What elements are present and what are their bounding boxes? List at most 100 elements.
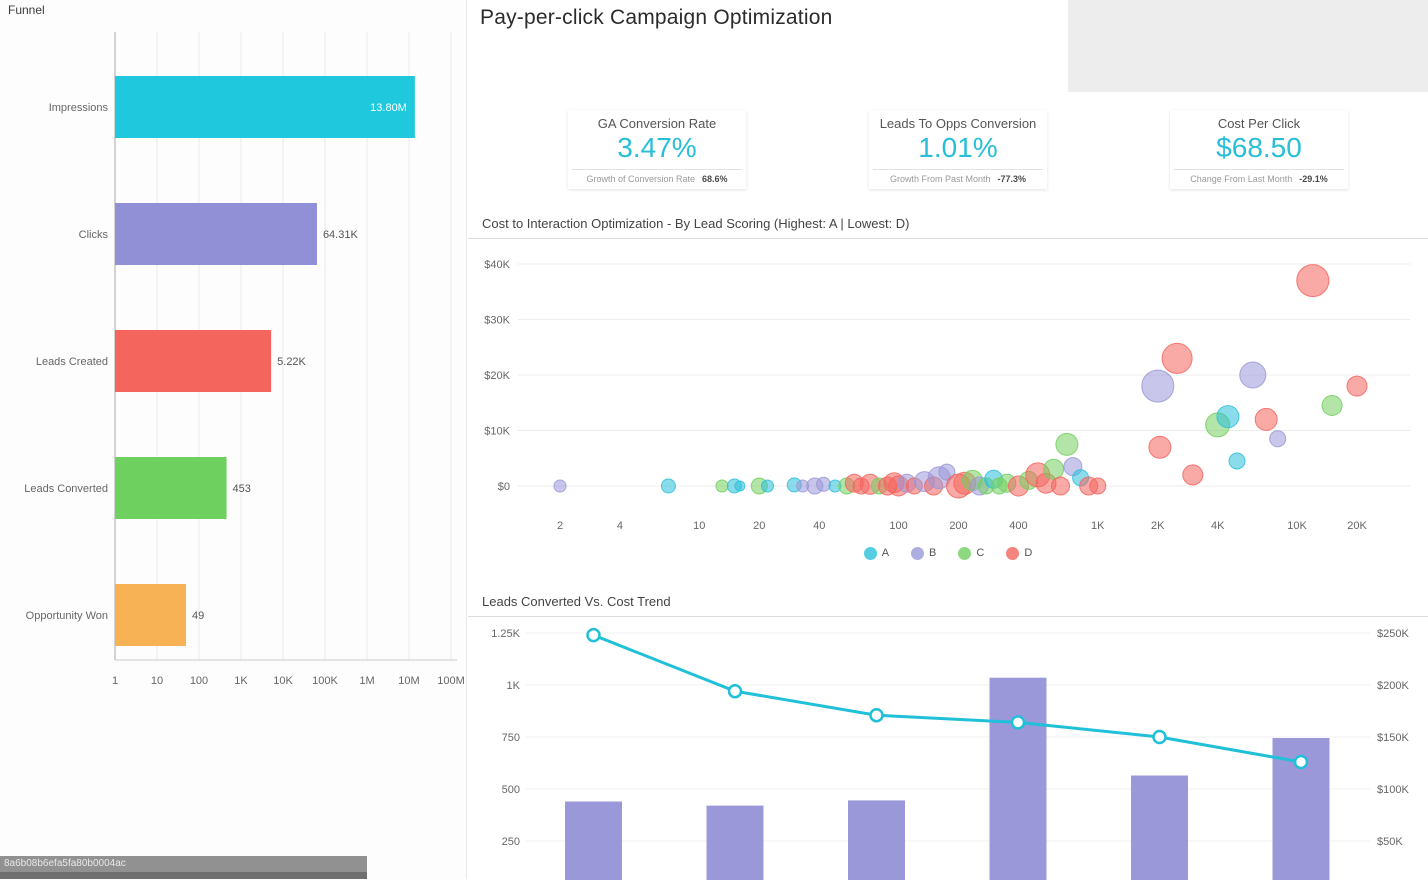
- kpi-value: $68.50: [1174, 132, 1344, 164]
- funnel-x-tick-label: 10M: [398, 675, 419, 687]
- trend-line-marker[interactable]: [871, 709, 883, 721]
- bubble-section-title: Cost to Interaction Optimization - By Le…: [468, 212, 1428, 239]
- bubble-x-tick-label: 40: [813, 520, 825, 532]
- legend-item-B[interactable]: B: [911, 547, 936, 560]
- bubble-point-B[interactable]: [554, 480, 566, 492]
- bubble-point-D[interactable]: [1052, 477, 1070, 495]
- bubble-point-D[interactable]: [1297, 265, 1329, 297]
- kpi-subtext: Change From Last Month -29.1%: [1174, 169, 1344, 184]
- trend-line: [594, 635, 1302, 762]
- bubble-point-D[interactable]: [1183, 465, 1203, 485]
- funnel-value-label: 64.31K: [323, 229, 359, 241]
- funnel-bar-leads-converted[interactable]: [115, 457, 227, 519]
- trend-line-marker[interactable]: [1012, 716, 1024, 728]
- bubble-point-C[interactable]: [1322, 396, 1342, 416]
- funnel-category-label: Impressions: [49, 102, 109, 114]
- legend-item-A[interactable]: A: [864, 547, 889, 560]
- funnel-bar-clicks[interactable]: [115, 203, 317, 265]
- bubble-x-tick-label: 2K: [1151, 520, 1165, 532]
- trend-bar[interactable]: [990, 678, 1047, 880]
- bubble-x-tick-label: 4: [617, 520, 623, 532]
- legend-label: D: [1024, 547, 1032, 559]
- trend-left-tick-label: 1K: [507, 680, 521, 692]
- bubble-x-tick-label: 2: [557, 520, 563, 532]
- trend-line-marker[interactable]: [588, 629, 600, 641]
- bubble-point-D[interactable]: [1347, 376, 1367, 396]
- funnel-category-label: Leads Created: [36, 356, 108, 368]
- funnel-bar-opportunity-won[interactable]: [115, 584, 186, 646]
- kpi-card-leads-to-opps-conversion: Leads To Opps Conversion 1.01% Growth Fr…: [869, 110, 1047, 189]
- bubble-x-tick-label: 10K: [1287, 520, 1307, 532]
- bubble-point-A[interactable]: [735, 481, 745, 491]
- bubble-x-tick-label: 20: [753, 520, 765, 532]
- trend-bar[interactable]: [707, 806, 764, 880]
- bubble-point-B[interactable]: [1240, 362, 1266, 388]
- trend-bar[interactable]: [848, 800, 905, 880]
- bubble-point-A[interactable]: [762, 480, 774, 492]
- legend-item-D[interactable]: D: [1006, 547, 1032, 560]
- legend-label: C: [976, 547, 984, 559]
- bubble-point-B[interactable]: [1270, 431, 1286, 447]
- kpi-subtext: Growth of Conversion Rate 68.6%: [572, 169, 742, 184]
- trend-bar[interactable]: [565, 802, 622, 880]
- bubble-y-tick-label: $0: [498, 481, 510, 493]
- bubble-x-tick-label: 4K: [1211, 520, 1225, 532]
- kpi-row: GA Conversion Rate 3.47% Growth of Conve…: [568, 110, 1348, 189]
- trend-line-marker[interactable]: [1154, 731, 1166, 743]
- bubble-point-C[interactable]: [716, 480, 728, 492]
- bubble-point-A[interactable]: [1217, 406, 1239, 428]
- bubble-x-tick-label: 200: [949, 520, 967, 532]
- status-bar: 8a6b08b6efa5fa80b0004ac: [0, 856, 367, 879]
- funnel-x-tick-label: 1M: [359, 675, 374, 687]
- bubble-point-B[interactable]: [1142, 370, 1174, 402]
- funnel-x-tick-label: 100: [190, 675, 208, 687]
- status-strip: [0, 872, 367, 879]
- bubble-point-D[interactable]: [1090, 478, 1106, 494]
- kpi-title: GA Conversion Rate: [572, 116, 742, 131]
- trend-left-tick-label: 500: [502, 784, 520, 796]
- funnel-value-label: 5.22K: [277, 356, 306, 368]
- trend-section-title: Leads Converted Vs. Cost Trend: [468, 590, 1428, 617]
- bubble-x-tick-label: 20K: [1347, 520, 1367, 532]
- funnel-value-label: 453: [233, 483, 251, 495]
- trend-right-tick-label: $50K: [1377, 836, 1403, 848]
- legend-item-C[interactable]: C: [958, 547, 984, 560]
- funnel-value-label: 49: [192, 610, 204, 622]
- bubble-y-tick-label: $40K: [484, 259, 510, 271]
- kpi-sub-label: Change From Last Month: [1190, 174, 1292, 184]
- kpi-value: 1.01%: [873, 132, 1043, 164]
- trend-bar[interactable]: [1131, 776, 1188, 880]
- trend-right-tick-label: $250K: [1377, 628, 1409, 640]
- bubble-x-tick-label: 1K: [1091, 520, 1105, 532]
- bubble-point-C[interactable]: [1044, 459, 1064, 479]
- bubble-y-tick-label: $10K: [484, 426, 510, 438]
- status-text: 8a6b08b6efa5fa80b0004ac: [0, 856, 367, 872]
- bubble-point-A[interactable]: [661, 479, 675, 493]
- bubble-point-A[interactable]: [1229, 453, 1245, 469]
- bubble-point-C[interactable]: [1056, 433, 1078, 455]
- funnel-bar-leads-created[interactable]: [115, 330, 271, 392]
- trend-left-tick-label: 750: [502, 732, 520, 744]
- funnel-x-tick-label: 100K: [312, 675, 338, 687]
- kpi-sub-value: -77.3%: [998, 174, 1027, 184]
- trend-line-marker[interactable]: [1295, 756, 1307, 768]
- bubble-point-B[interactable]: [817, 477, 831, 491]
- funnel-x-tick-label: 10: [151, 675, 163, 687]
- kpi-sub-value: 68.6%: [702, 174, 728, 184]
- trend-line-marker[interactable]: [729, 685, 741, 697]
- bubble-point-D[interactable]: [1162, 343, 1192, 373]
- bubble-point-D[interactable]: [1255, 408, 1277, 430]
- bubble-point-D[interactable]: [1149, 436, 1171, 458]
- kpi-sub-label: Growth of Conversion Rate: [586, 174, 695, 184]
- funnel-category-label: Clicks: [79, 229, 109, 241]
- legend-swatch-icon: [1006, 547, 1019, 560]
- kpi-title: Leads To Opps Conversion: [873, 116, 1043, 131]
- funnel-x-tick-label: 10K: [273, 675, 293, 687]
- bubble-y-tick-label: $30K: [484, 315, 510, 327]
- kpi-subtext: Growth From Past Month -77.3%: [873, 169, 1043, 184]
- bubble-x-tick-label: 400: [1009, 520, 1027, 532]
